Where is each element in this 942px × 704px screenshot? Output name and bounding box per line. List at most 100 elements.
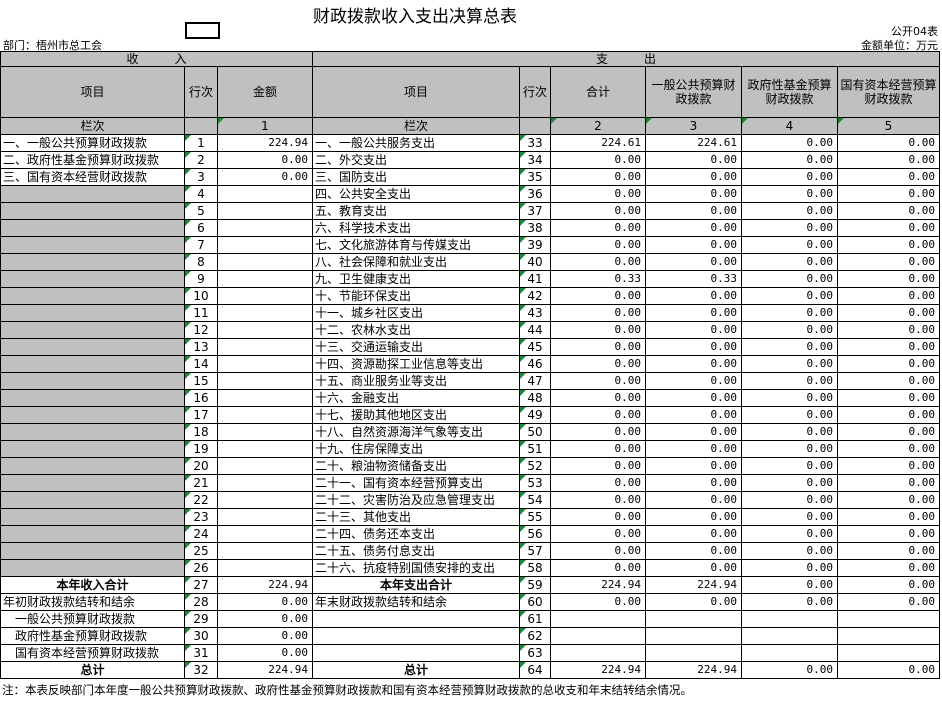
amount: 0.00 xyxy=(551,339,646,356)
line-number: 17 xyxy=(185,407,218,424)
amount: 224.61 xyxy=(646,135,742,152)
amount: 0.00 xyxy=(646,237,742,254)
line-number: 51 xyxy=(520,441,551,458)
column-header: 国有资本经营预算财政拨款 xyxy=(838,67,940,118)
amount: 0.00 xyxy=(646,594,742,611)
item: 一般公共预算财政拨款 xyxy=(0,611,185,628)
amount: 0.00 xyxy=(742,662,838,679)
amount xyxy=(218,424,313,441)
amount: 0.00 xyxy=(838,356,940,373)
amount: 0.00 xyxy=(551,322,646,339)
amount: 0.00 xyxy=(838,271,940,288)
item: 三、国防支出 xyxy=(313,169,520,186)
amount: 0.00 xyxy=(646,424,742,441)
line-number: 47 xyxy=(520,373,551,390)
item xyxy=(0,356,185,373)
amount: 0.00 xyxy=(838,186,940,203)
amount: 0.00 xyxy=(551,254,646,271)
item xyxy=(0,373,185,390)
line-number: 16 xyxy=(185,390,218,407)
line-number: 9 xyxy=(185,271,218,288)
amount: 0.00 xyxy=(742,322,838,339)
item xyxy=(0,288,185,305)
item: 二十五、债务付息支出 xyxy=(313,543,520,560)
amount: 0.00 xyxy=(838,441,940,458)
amount: 0.00 xyxy=(646,220,742,237)
item xyxy=(0,254,185,271)
amount: 0.00 xyxy=(646,543,742,560)
line-number: 55 xyxy=(520,509,551,526)
amount: 0.00 xyxy=(838,169,940,186)
line-number: 25 xyxy=(185,543,218,560)
column-index: 3 xyxy=(646,118,742,135)
amount: 0.00 xyxy=(551,526,646,543)
column-header: 项目 xyxy=(313,67,520,118)
amount: 0.00 xyxy=(742,305,838,322)
unit: 金额单位：万元 xyxy=(861,39,938,52)
line-number: 32 xyxy=(185,662,218,679)
amount: 224.94 xyxy=(218,662,313,679)
line-number: 36 xyxy=(520,186,551,203)
line-number: 7 xyxy=(185,237,218,254)
line-number: 64 xyxy=(520,662,551,679)
amount: 0.00 xyxy=(551,458,646,475)
line-number: 38 xyxy=(520,220,551,237)
amount: 0.00 xyxy=(646,305,742,322)
item: 国有资本经营预算财政拨款 xyxy=(0,645,185,662)
amount: 0.00 xyxy=(646,407,742,424)
amount xyxy=(218,186,313,203)
line-number: 12 xyxy=(185,322,218,339)
amount: 0.00 xyxy=(742,271,838,288)
line-number: 40 xyxy=(520,254,551,271)
item xyxy=(0,237,185,254)
amount: 0.00 xyxy=(742,543,838,560)
amount: 0.00 xyxy=(646,356,742,373)
line-number: 10 xyxy=(185,288,218,305)
item: 政府性基金预算财政拨款 xyxy=(0,628,185,645)
line-number: 50 xyxy=(520,424,551,441)
item xyxy=(0,322,185,339)
amount: 0.00 xyxy=(742,169,838,186)
amount: 224.94 xyxy=(551,662,646,679)
amount xyxy=(218,441,313,458)
line-number: 39 xyxy=(520,237,551,254)
item: 二十一、国有资本经营预算支出 xyxy=(313,475,520,492)
amount: 224.61 xyxy=(551,135,646,152)
item: 总计 xyxy=(0,662,185,679)
amount: 0.00 xyxy=(838,135,940,152)
line-number: 35 xyxy=(520,169,551,186)
line-number: 29 xyxy=(185,611,218,628)
line-number: 24 xyxy=(185,526,218,543)
amount: 0.00 xyxy=(838,543,940,560)
line-number: 46 xyxy=(520,356,551,373)
line-number: 3 xyxy=(185,169,218,186)
amount: 0.00 xyxy=(838,594,940,611)
amount: 0.00 xyxy=(742,373,838,390)
column-index: 栏次 xyxy=(0,118,185,135)
amount: 0.00 xyxy=(218,628,313,645)
amount: 0.00 xyxy=(742,288,838,305)
amount: 0.00 xyxy=(646,169,742,186)
line-number: 54 xyxy=(520,492,551,509)
amount xyxy=(838,645,940,662)
amount xyxy=(218,203,313,220)
amount: 0.00 xyxy=(551,441,646,458)
item: 九、卫生健康支出 xyxy=(313,271,520,288)
line-number: 61 xyxy=(520,611,551,628)
amount: 0.00 xyxy=(742,475,838,492)
amount: 0.00 xyxy=(742,390,838,407)
amount: 0.00 xyxy=(646,509,742,526)
item: 七、文化旅游体育与传媒支出 xyxy=(313,237,520,254)
amount: 0.00 xyxy=(551,152,646,169)
amount: 0.00 xyxy=(742,203,838,220)
amount xyxy=(646,628,742,645)
line-number: 42 xyxy=(520,288,551,305)
amount: 0.00 xyxy=(742,356,838,373)
item: 十八、自然资源海洋气象等支出 xyxy=(313,424,520,441)
column-header: 行次 xyxy=(520,67,551,118)
amount: 0.00 xyxy=(551,356,646,373)
line-number: 45 xyxy=(520,339,551,356)
line-number: 31 xyxy=(185,645,218,662)
item: 年初财政拨款结转和结余 xyxy=(0,594,185,611)
line-number: 58 xyxy=(520,560,551,577)
